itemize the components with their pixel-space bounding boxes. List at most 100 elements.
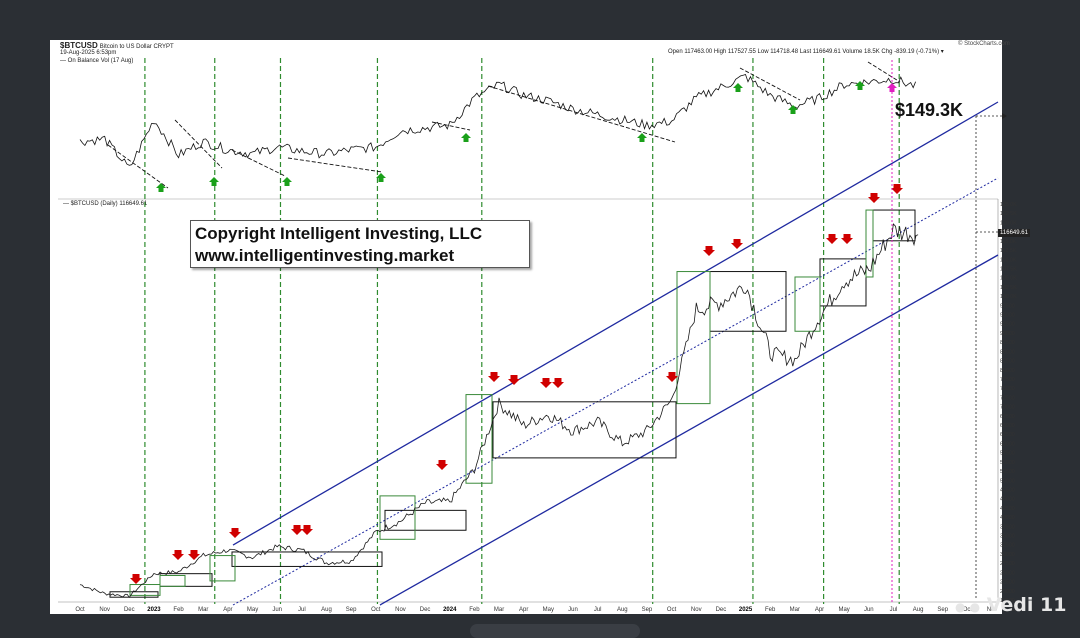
x-tick-label: 2024 xyxy=(443,607,457,613)
y-tick-label: 32500 xyxy=(1000,543,1015,549)
red-down-arrow-icon xyxy=(826,234,838,244)
red-down-arrow-icon xyxy=(436,460,448,470)
breakout-box xyxy=(129,584,161,596)
price-legend: — $BTCUSD (Daily) 116649.61 xyxy=(63,201,148,207)
red-down-arrow-icon xyxy=(488,372,500,382)
y-tick-label: 62500 xyxy=(1000,432,1015,438)
x-tick-label: Apr xyxy=(223,607,232,613)
misc-overlays xyxy=(891,60,1007,604)
x-tick-label: Dec xyxy=(420,607,431,613)
x-tick-label: Nov xyxy=(987,607,998,613)
green-up-arrow-icon xyxy=(156,183,166,192)
red-down-arrow-icon xyxy=(229,528,241,538)
green-up-arrow-icon xyxy=(376,173,386,182)
target-arrowhead xyxy=(1002,113,1007,119)
range-box xyxy=(231,551,383,567)
x-tick-label: Oct xyxy=(75,607,85,613)
x-tick-label: Sep xyxy=(642,607,653,613)
obv-trendline xyxy=(231,149,286,177)
signal-arrows xyxy=(130,81,903,584)
x-tick-label: May xyxy=(247,607,258,613)
range-box xyxy=(819,258,867,307)
chart-card xyxy=(50,40,1002,614)
x-tick-label: Mar xyxy=(790,607,800,613)
breakout-box xyxy=(159,574,186,587)
red-down-arrow-icon xyxy=(731,239,743,249)
target-price-label: $149.3K xyxy=(895,100,964,120)
x-tick-label: Dec xyxy=(716,607,727,613)
obv-trendline xyxy=(739,67,801,101)
green-up-arrow-icon xyxy=(733,83,743,92)
y-tick-label: 100.0K xyxy=(1000,294,1017,300)
x-tick-label: 2023 xyxy=(147,607,161,613)
obv-trendline xyxy=(867,61,901,83)
y-tick-label: 47500 xyxy=(1000,487,1015,493)
watermark-text: Vedi 11 xyxy=(986,594,1067,616)
x-tick-label: Sep xyxy=(346,607,357,613)
y-tick-label: 72500 xyxy=(1000,395,1015,401)
y-tick-label: 70000 xyxy=(1000,405,1015,411)
breakout-box xyxy=(676,271,711,405)
y-tick-label: 105.0K xyxy=(1000,276,1017,282)
home-indicator[interactable] xyxy=(470,624,640,638)
y-tick-label: 125.0K xyxy=(1000,202,1017,208)
symbol-subtitle: Bitcoin to US Dollar CRYPT xyxy=(99,44,174,50)
obv-trendline xyxy=(174,119,223,169)
breakout-box xyxy=(865,209,874,278)
y-tick-label: 115.0K xyxy=(1000,239,1017,245)
y-tick-label: 97500 xyxy=(1000,303,1015,309)
red-down-arrow-icon xyxy=(666,372,678,382)
x-tick-label: Dec xyxy=(1011,607,1022,613)
red-down-arrow-icon xyxy=(508,375,520,385)
red-down-arrow-icon xyxy=(552,378,564,388)
y-tick-label: 82500 xyxy=(1000,359,1015,365)
y-tick-label: 122.5K xyxy=(1000,211,1017,217)
y-tick-label: 85000 xyxy=(1000,349,1015,355)
y-tick-label: 87500 xyxy=(1000,340,1015,346)
obv-trendline xyxy=(487,85,676,143)
breakout-box xyxy=(465,394,493,484)
x-tick-label: Sep xyxy=(937,607,948,613)
channel-lower-line xyxy=(379,254,999,606)
symbol-title: $BTCUSD Bitcoin to US Dollar CRYPT xyxy=(60,41,174,50)
x-tick-label: Jul xyxy=(298,607,306,613)
channel-upper-line xyxy=(232,101,999,546)
x-axis-ticks: Oct Nov Dec 2023 Feb Mar Apr May Jun Jul Aug Sep Oct… xyxy=(75,607,1022,613)
obv-legend: — On Balance Vol (17 Aug) xyxy=(60,58,134,64)
breakout-box xyxy=(209,555,236,582)
x-tick-label: Feb xyxy=(469,607,480,613)
y-tick-label: 37500 xyxy=(1000,524,1015,530)
current-price-tag: 116649.61 xyxy=(998,229,1030,237)
obv-line xyxy=(79,74,916,166)
x-tick-label: Apr xyxy=(519,607,528,613)
y-tick-label: 25000 xyxy=(1000,570,1015,576)
green-up-arrow-icon xyxy=(887,83,897,92)
range-box xyxy=(709,271,787,332)
y-tick-label: 65000 xyxy=(1000,423,1015,429)
red-down-arrow-icon xyxy=(540,378,552,388)
breakout-box xyxy=(794,276,821,332)
x-tick-label: Jul xyxy=(594,607,602,613)
copyright-line1: Copyright Intelligent Investing, LLC xyxy=(195,224,483,243)
red-down-arrow-icon xyxy=(291,525,303,535)
x-tick-label: Feb xyxy=(765,607,776,613)
breakout-box xyxy=(379,495,416,540)
y-tick-label: 57500 xyxy=(1000,451,1015,457)
x-tick-label: Jun xyxy=(864,607,874,613)
obv-series xyxy=(79,61,916,189)
x-tick-label: Nov xyxy=(99,607,110,613)
y-axis-ticks: 125.0K122.5K120.0K117.5K115.0K112.5K110.… xyxy=(1000,202,1017,604)
red-down-arrow-icon xyxy=(130,574,142,584)
obv-trendline xyxy=(287,157,383,173)
price-series xyxy=(79,223,919,598)
y-tick-label: 77500 xyxy=(1000,377,1015,383)
y-tick-label: 40000 xyxy=(1000,515,1015,521)
copyright-box: Copyright Intelligent Investing, LLC www… xyxy=(190,220,530,268)
x-tick-label: 2025 xyxy=(739,607,753,613)
price-line xyxy=(79,223,919,598)
x-tick-label: Oct xyxy=(371,607,381,613)
x-tick-label: Nov xyxy=(691,607,702,613)
y-tick-label: 112.5K xyxy=(1000,248,1017,254)
green-up-arrow-icon xyxy=(209,177,219,186)
red-down-arrow-icon xyxy=(703,246,715,256)
